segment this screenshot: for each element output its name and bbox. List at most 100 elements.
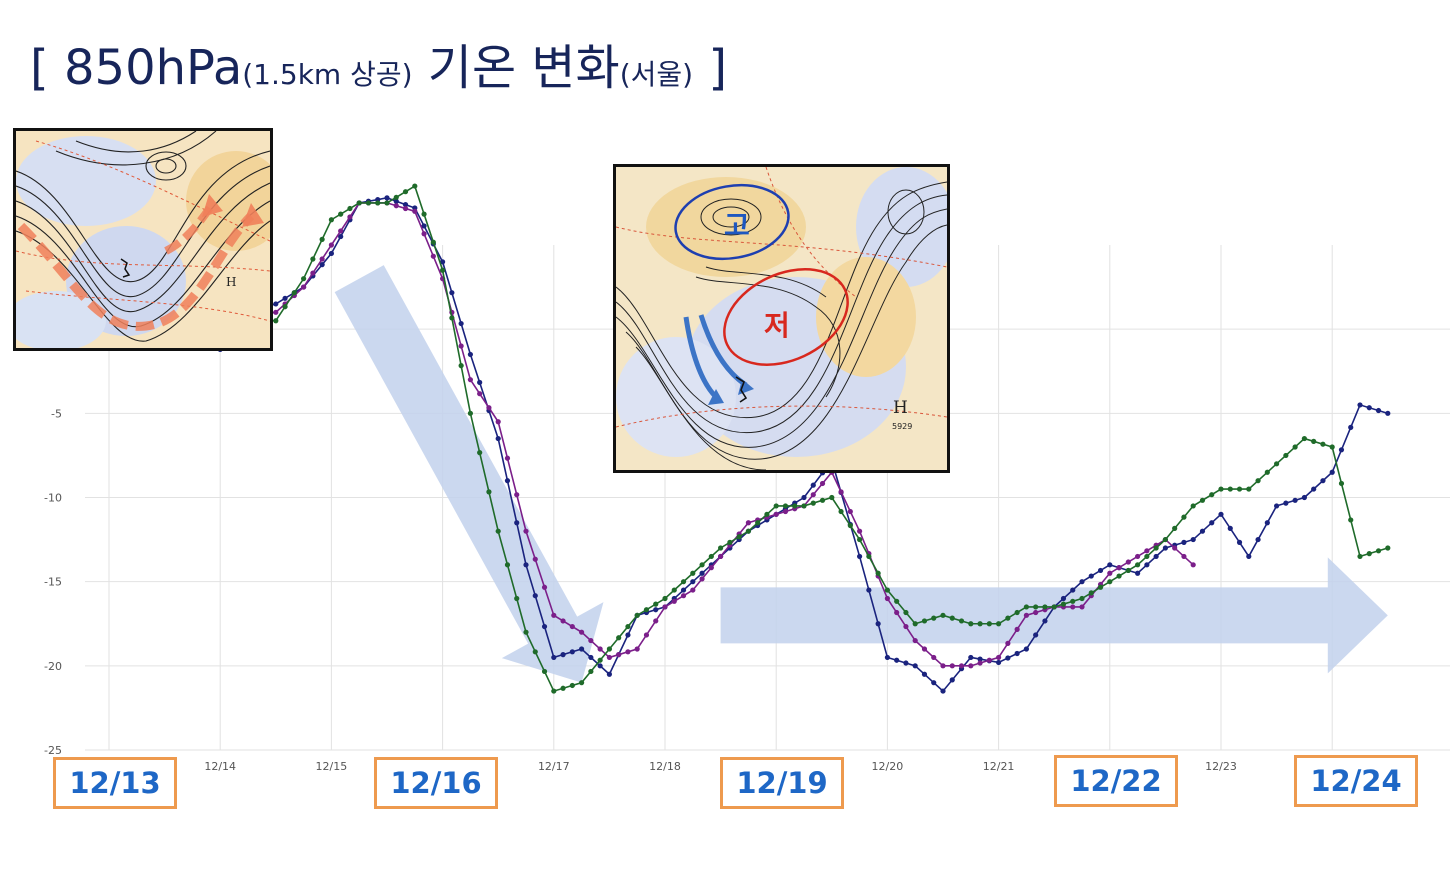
- series-point: [875, 570, 881, 576]
- series-point: [718, 545, 724, 551]
- series-point: [523, 629, 529, 635]
- series-point: [838, 508, 844, 515]
- series-point: [1255, 478, 1261, 484]
- series-point: [1079, 604, 1085, 610]
- series-point: [1153, 545, 1159, 551]
- series-point: [884, 595, 891, 602]
- series-point: [977, 660, 983, 666]
- series-point: [421, 231, 427, 237]
- series-point: [514, 492, 520, 498]
- series-point: [921, 671, 928, 677]
- series-point: [1236, 486, 1243, 492]
- series-point: [940, 688, 946, 694]
- title-location: (서울): [619, 58, 694, 91]
- series-point: [1116, 565, 1122, 571]
- series-point: [402, 202, 409, 208]
- series-point: [449, 290, 455, 296]
- series-point: [1311, 438, 1317, 444]
- series-point: [1227, 486, 1233, 492]
- series-point: [328, 250, 334, 257]
- series-point: [597, 663, 603, 669]
- series-point: [1227, 525, 1233, 531]
- series-point: [606, 671, 613, 677]
- series-point: [310, 270, 316, 276]
- series-point: [1190, 503, 1196, 509]
- series-point: [1366, 405, 1372, 411]
- series-point: [764, 511, 770, 517]
- series-point: [495, 435, 501, 442]
- series-point: [338, 233, 344, 240]
- series-point: [1079, 579, 1085, 585]
- series-point: [921, 618, 928, 624]
- series-point: [829, 494, 835, 501]
- series-point: [782, 503, 789, 509]
- weather-map-left-image: H: [16, 131, 270, 348]
- series-point: [653, 618, 659, 624]
- map2-high-value: 5929: [892, 422, 912, 431]
- series-point: [551, 612, 557, 618]
- series-point: [514, 595, 520, 602]
- date-highlight: 12/16: [374, 757, 498, 809]
- series-point: [402, 189, 409, 195]
- series-point: [875, 621, 881, 627]
- series-point: [1218, 486, 1224, 492]
- series-point: [958, 663, 965, 669]
- series-point: [1190, 536, 1196, 543]
- series-point: [931, 654, 937, 661]
- series-point: [1301, 494, 1307, 501]
- series-point: [458, 363, 464, 369]
- y-tick-label: -15: [44, 576, 62, 589]
- series-point: [662, 604, 668, 610]
- series-point: [273, 301, 279, 307]
- series-point: [328, 242, 334, 248]
- series-point: [1033, 632, 1039, 638]
- series-point: [1042, 618, 1048, 624]
- series-point: [1125, 567, 1131, 574]
- series-point: [458, 320, 464, 327]
- series-point: [606, 654, 613, 661]
- x-tick-label: 12/14: [204, 760, 236, 773]
- series-point: [1181, 539, 1187, 545]
- series-point: [1264, 469, 1270, 475]
- series-point: [1375, 407, 1382, 414]
- series-point: [1070, 587, 1076, 593]
- series-point: [894, 657, 900, 663]
- series-point: [365, 200, 372, 206]
- series-point: [347, 205, 353, 212]
- series-point: [606, 646, 613, 652]
- series-point: [347, 214, 353, 220]
- series-point: [597, 657, 603, 663]
- series-point: [504, 478, 511, 484]
- series-point: [801, 494, 807, 501]
- series-point: [940, 612, 946, 618]
- series-point: [625, 649, 631, 655]
- series-point: [857, 553, 863, 560]
- series-point: [1283, 452, 1289, 459]
- series-point: [1181, 514, 1187, 520]
- series-point: [273, 309, 279, 315]
- series-point: [1218, 511, 1224, 517]
- series-point: [523, 562, 529, 568]
- series-point: [1023, 604, 1029, 610]
- title-altitude: (1.5km 상공): [242, 58, 413, 91]
- series-point: [1125, 559, 1131, 565]
- series-point: [977, 621, 983, 627]
- series-point: [1274, 503, 1280, 509]
- date-highlight: 12/24: [1294, 755, 1418, 807]
- y-tick-label: -10: [44, 492, 62, 505]
- title-open-bracket: [: [30, 40, 64, 96]
- series-point: [301, 284, 307, 290]
- series-point: [690, 579, 696, 585]
- series-point: [1199, 497, 1206, 503]
- series-point: [884, 654, 891, 661]
- series-point: [1385, 545, 1391, 551]
- series-point: [504, 562, 511, 568]
- series-point: [440, 267, 446, 273]
- series-point: [912, 663, 918, 669]
- series-point: [532, 649, 538, 655]
- series-point: [1014, 650, 1020, 657]
- series-point: [1301, 435, 1307, 442]
- series-point: [1107, 570, 1113, 576]
- series-point: [1236, 539, 1243, 545]
- series-point: [1292, 444, 1298, 450]
